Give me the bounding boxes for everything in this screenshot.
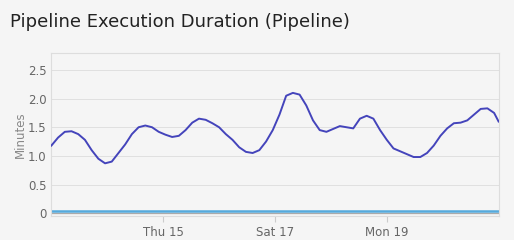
Text: Pipeline Execution Duration (Pipeline): Pipeline Execution Duration (Pipeline) [10,12,350,30]
Y-axis label: Minutes: Minutes [13,111,27,158]
